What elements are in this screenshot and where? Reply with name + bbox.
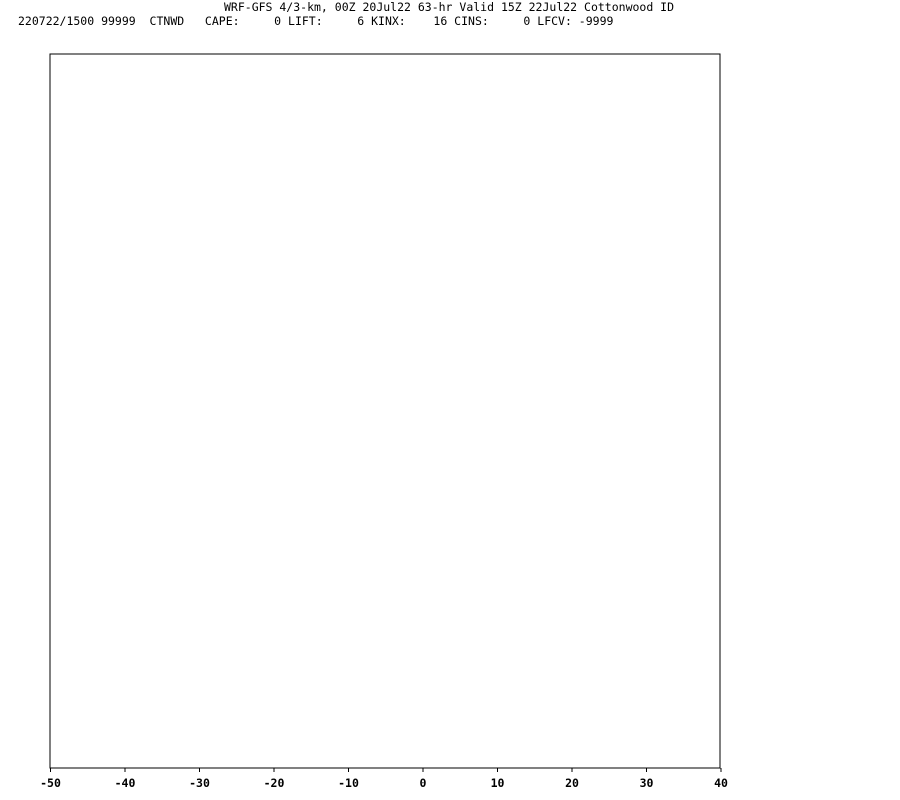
x-tick-label: 30: [640, 776, 654, 790]
x-tick-label: -50: [40, 776, 61, 790]
x-tick-label: -30: [189, 776, 210, 790]
x-tick-label: 40: [714, 776, 728, 790]
header: WRF-GFS 4/3-km, 00Z 20Jul22 63-hr Valid …: [0, 0, 900, 34]
x-tick-label: -40: [115, 776, 136, 790]
x-tick-label: 10: [491, 776, 505, 790]
plot-frame: [49, 53, 721, 769]
x-tick-label: -20: [264, 776, 285, 790]
station-stats-line: 220722/1500 99999 CTNWD CAPE: 0 LIFT: 6 …: [18, 14, 614, 28]
chart-title: WRF-GFS 4/3-km, 00Z 20Jul22 63-hr Valid …: [224, 0, 675, 14]
x-tick-label: 20: [565, 776, 579, 790]
x-axis: -50 -40 -30 -20 -10 0 10 20 30 40: [40, 768, 728, 790]
x-tick-label: -10: [338, 776, 359, 790]
x-tick-label: 0: [420, 776, 427, 790]
